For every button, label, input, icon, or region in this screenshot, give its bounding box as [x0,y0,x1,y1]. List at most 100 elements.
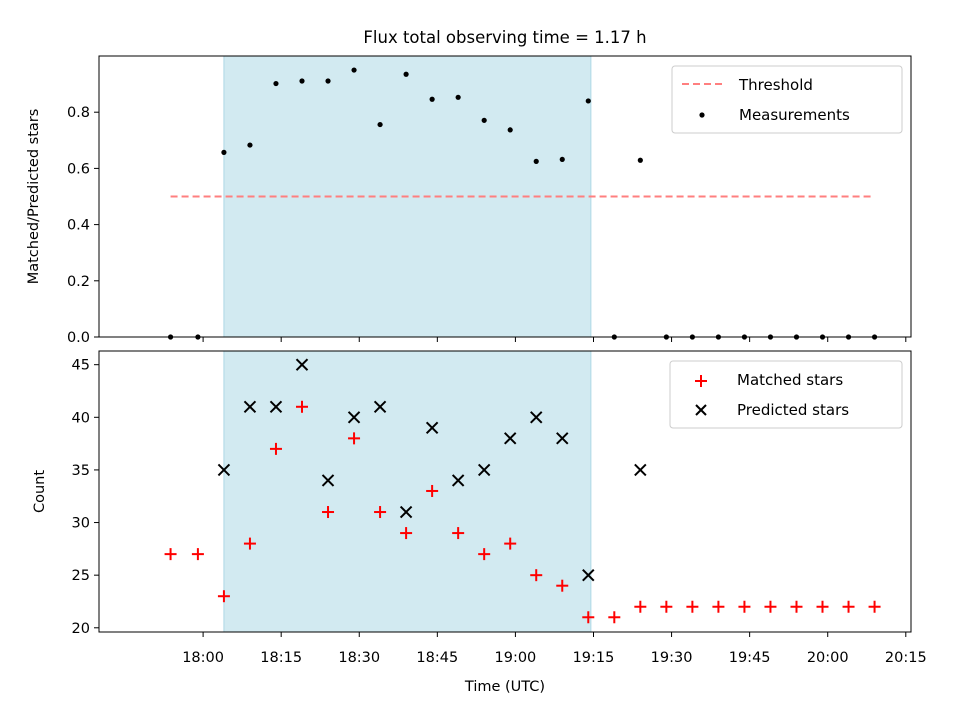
measurement-point [455,94,461,100]
predicted-star-point [269,400,283,413]
x-tick-label: 18:45 [416,650,458,666]
bottom-legend: Matched stars Predicted stars [669,360,903,429]
bottom-panel: 20 25 30 35 40 45 18:00 18:15 18:30 18:45 19:00 19… [32,350,927,695]
x-tick-label: 19:30 [651,650,693,666]
x-tick-label: 20:00 [807,650,849,666]
x-tick-label: 18:00 [182,650,224,666]
predicted-star-point [217,463,231,477]
matched-star-point [322,506,335,519]
matched-star-point [582,611,595,624]
top-x-ticks [202,337,907,342]
predicted-star-point [503,432,517,445]
legend-matched-swatch [695,375,707,387]
top-panel: 0.00.20.40.60.8 Matched/Predicted stars … [26,55,912,346]
predicted-star-point [347,411,361,424]
matched-star-point [660,600,673,613]
bottom-y-axis-label: Count [32,470,48,513]
x-tick-label: 19:00 [495,650,537,666]
measurement-point [585,98,591,104]
predicted-star-point [295,358,309,371]
bottom-y-tick-label: 35 [72,463,90,479]
top-y-tick-label: 0.8 [67,105,90,121]
matched-star-point [243,537,256,550]
top-y-axis-label: Matched/Predicted stars [26,109,42,285]
predicted-star-point [451,474,465,487]
matched-star-point [217,590,230,603]
top-y-tick-label: 0.4 [67,218,90,234]
matched-star-point [400,527,413,540]
matched-stars-series [164,400,881,624]
predicted-star-point [321,474,335,487]
predicted-star-point [530,411,543,424]
matched-star-point [296,400,308,413]
measurement-point [637,157,643,163]
legend-measurements-label: Measurements [739,106,850,124]
x-tick-label: 19:15 [573,650,615,666]
bottom-y-ticks: 20 25 30 35 40 45 [72,358,99,637]
matched-star-point [530,569,543,582]
legend-predicted-label: Predicted stars [737,401,849,419]
x-tick-label: 20:15 [885,650,927,666]
top-y-tick-label: 0.6 [67,161,90,177]
measurement-point [247,142,253,148]
top-legend: Threshold Measurements [671,65,903,134]
matched-star-point [712,600,725,613]
top-y-tick-label: 0.2 [67,274,90,290]
measurement-point [325,78,331,84]
matched-star-point [452,527,465,540]
measurement-point [273,80,279,87]
bottom-y-tick-label: 25 [72,568,90,584]
matched-star-point [348,432,361,445]
bottom-y-tick-label: 40 [72,410,90,426]
predicted-star-point [243,400,257,413]
bottom-y-tick-label: 45 [72,358,90,374]
matched-star-point [269,442,282,455]
figure-title: Flux total observing time = 1.17 h [363,28,646,47]
bottom-y-tick-label: 30 [72,516,90,532]
measurement-point [429,96,435,102]
measurement-point [351,67,357,73]
matched-star-point [191,548,204,561]
top-legend-box [671,65,903,134]
matched-star-point [504,537,517,550]
legend-measurements-swatch [699,112,705,118]
top-y-tick-label: 0.0 [67,330,90,346]
predicted-star-point [582,568,595,582]
top-axes-frame [98,55,912,338]
predicted-star-point [634,463,647,477]
x-axis-label: Time (UTC) [464,679,545,695]
bottom-shaded-span [223,350,592,633]
legend-predicted-swatch [695,404,707,416]
matched-star-point [842,600,855,613]
matched-star-point [634,600,647,613]
bottom-legend-box [669,360,903,429]
matched-star-point [608,611,621,624]
matched-star-point [868,600,881,613]
matched-star-point [164,548,177,561]
measurement-point [299,78,305,84]
matched-star-point [738,600,751,613]
bottom-x-ticks: 18:00 18:15 18:30 18:45 19:00 19:15 19:30 19:45… [182,632,927,666]
matched-star-point [764,600,777,613]
predicted-star-point [373,400,387,413]
predicted-star-point [425,421,439,435]
measurement-point [507,127,513,133]
predicted-star-point [477,463,491,477]
matched-star-point [790,600,803,613]
legend-matched-label: Matched stars [737,371,843,389]
matched-star-point [374,506,387,519]
bottom-y-tick-label: 20 [72,621,90,637]
matched-star-point [686,600,699,613]
bottom-axes-frame [98,350,912,633]
predicted-star-point [556,432,569,445]
matched-star-point [478,548,491,561]
measurement-point [403,71,409,77]
x-tick-label: 18:30 [338,650,380,666]
measurement-point [481,117,487,123]
matched-star-point [556,579,569,592]
measurement-point [559,156,565,163]
predicted-star-point [399,505,413,519]
measurement-point [377,121,383,128]
legend-threshold-label: Threshold [738,76,813,94]
top-y-ticks: 0.0 0.2 0.4 0.6 0.8 [67,105,99,346]
